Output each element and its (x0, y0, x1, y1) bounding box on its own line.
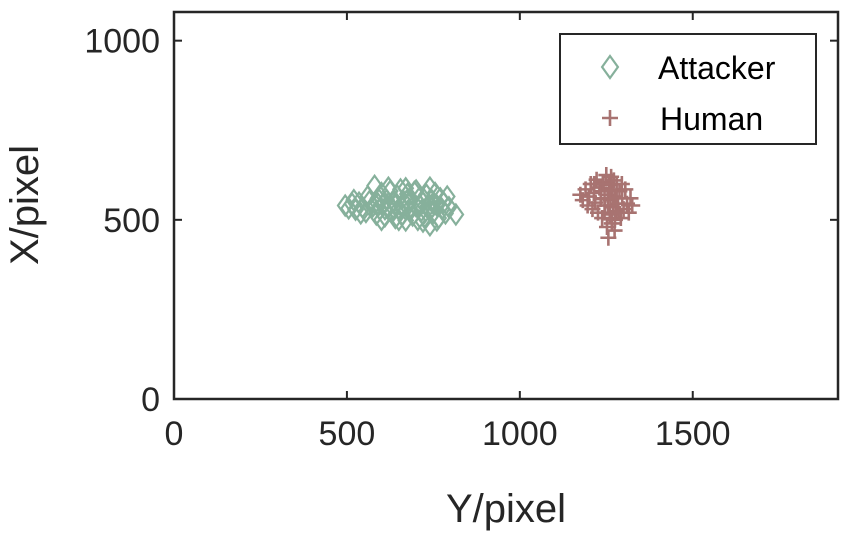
attacker-point (359, 184, 377, 209)
x-axis: 0 500 1000 1500 (165, 12, 731, 453)
attacker-point (447, 202, 465, 227)
legend-attacker-marker (600, 54, 620, 80)
attacker-point (410, 192, 429, 217)
legend-human-plus (602, 110, 618, 126)
attacker-series (336, 173, 465, 238)
human-point (601, 183, 618, 200)
human-point (610, 204, 627, 221)
legend-box (559, 33, 817, 145)
human-point (600, 197, 617, 214)
attacker-point (345, 188, 363, 213)
attacker-point (424, 191, 442, 216)
attacker-point (376, 197, 394, 221)
human-point (596, 204, 613, 221)
attacker-point (436, 201, 455, 226)
attacker-point (336, 193, 354, 218)
attacker-point (428, 193, 446, 218)
legend-human-marker (602, 110, 618, 126)
human-point (624, 197, 641, 214)
x-tick-label: 1000 (482, 415, 558, 453)
human-point (608, 190, 625, 207)
attacker-point (352, 201, 370, 226)
human-point (594, 176, 611, 192)
y-tick-label: 1000 (84, 23, 160, 61)
y-axis: 0 500 1000 (84, 23, 838, 419)
human-point (605, 172, 622, 189)
human-series (572, 167, 641, 246)
legend: Attacker Human (559, 33, 817, 145)
x-tick-label: 500 (319, 415, 376, 453)
attacker-point (369, 191, 387, 216)
attacker-point (438, 184, 456, 209)
y-axis-title: X/pixel (3, 145, 47, 265)
human-point (622, 190, 639, 207)
y-tick-label: 0 (141, 381, 160, 419)
legend-attacker-diamond (600, 54, 620, 80)
y-tick-label: 500 (103, 202, 160, 240)
attacker-point (409, 207, 427, 232)
attacker-point (386, 193, 404, 218)
human-point (606, 211, 623, 228)
x-tick-label: 1500 (655, 415, 731, 453)
legend-attacker-label: Attacker (658, 50, 776, 86)
attacker-point (414, 209, 432, 234)
x-tick-label: 0 (165, 415, 184, 453)
human-point (603, 215, 620, 232)
legend-human-label: Human (660, 101, 763, 137)
attacker-point (379, 175, 397, 200)
x-axis-title: Y/pixel (446, 487, 566, 531)
attacker-point (428, 208, 446, 233)
plot-area-border (172, 10, 840, 401)
human-point (613, 176, 630, 192)
attacker-point (393, 195, 411, 220)
attacker-point (440, 195, 458, 220)
